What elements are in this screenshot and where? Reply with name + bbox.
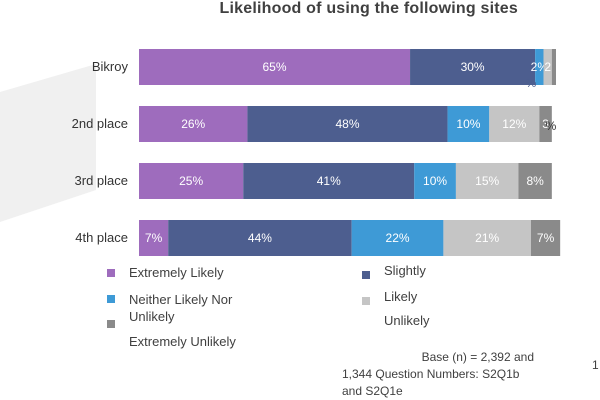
category-label-3rd-place: 3rd place	[75, 173, 128, 188]
bar-slightly-4th-place	[168, 220, 352, 256]
bar-likely-bikroy	[543, 49, 552, 85]
legend-swatch-likely	[362, 297, 370, 305]
category-label-bikroy: Bikroy	[92, 59, 129, 74]
category-label-4th-place: 4th place	[75, 230, 128, 245]
legend-swatch-extremely-likely	[107, 269, 115, 277]
data-label-unlikely-3rd-place: 8%	[526, 174, 544, 188]
bar-neither-likely-nor-unlikely-2nd-place	[447, 106, 490, 142]
data-label-slightly-4th-place: 44%	[248, 231, 272, 245]
data-label-unlikely-2nd-place: 3	[542, 117, 549, 131]
data-label-slightly-bikroy: 30%	[461, 60, 485, 74]
bar-slightly-2nd-place	[247, 106, 448, 142]
bar-neither-likely-nor-unlikely-3rd-place	[414, 163, 456, 199]
data-label-likely-2nd-place: 12%	[502, 117, 526, 131]
bar-extremely-likely-2nd-place	[139, 106, 248, 142]
legend-swatch-slightly	[362, 271, 370, 279]
data-label-neither-likely-nor-unlikely-3rd-place: 10%	[423, 174, 447, 188]
data-label-likely-4th-place: 21%	[475, 231, 499, 245]
chart-title: Likelihood of using the following sites	[219, 0, 518, 17]
bar-neither-likely-nor-unlikely-bikroy	[535, 49, 544, 85]
legend-label-unlikely: Unlikely	[384, 313, 430, 328]
data-label-extremely-likely-bikroy: 65%	[263, 60, 287, 74]
data-label-neither-likely-nor-unlikely-2nd-place: 10%	[456, 117, 480, 131]
data-label-extremely-likely-4th-place: 7%	[145, 231, 163, 245]
legend-label-likely: Likely	[384, 289, 418, 304]
data-label-neither-likely-nor-unlikely-4th-place: 22%	[386, 231, 410, 245]
bar-neither-likely-nor-unlikely-4th-place	[351, 220, 444, 256]
bar-unlikely-2nd-place	[539, 106, 552, 142]
bar-likely-4th-place	[443, 220, 531, 256]
data-label-second-place-unlikely-percent: %	[546, 119, 557, 133]
base-note: Base (n) = 2,392 and 1,344 Question Numb…	[342, 349, 538, 400]
legend-label-extremely-likely: Extremely Likely	[129, 265, 224, 280]
bar-likely-3rd-place	[455, 163, 519, 199]
base-note-line2: 1,344 Question Numbers: S2Q1b	[342, 367, 520, 381]
bar-unlikely-bikroy	[551, 49, 556, 85]
bar-extremely-likely-bikroy	[139, 49, 411, 85]
legend-label-neither-line2: Unlikely	[129, 309, 175, 324]
category-label-2nd-place: 2nd place	[72, 116, 128, 131]
bar-extremely-likely-4th-place	[139, 220, 169, 256]
base-note-line3: and S2Q1e	[342, 384, 403, 398]
bar-unlikely-4th-place	[530, 220, 561, 256]
bar-likely-2nd-place	[489, 106, 540, 142]
data-label-extremely-likely-2nd-place: 26%	[181, 117, 205, 131]
data-label-likely-bikroy: 2	[544, 60, 551, 74]
legend-label-extremely-unlikely: Extremely Unlikely	[129, 334, 236, 349]
data-label-slightly-3rd-place: 41%	[317, 174, 341, 188]
data-label-slightly-2nd-place: 48%	[335, 117, 359, 131]
data-label-extremely-likely-3rd-place: 25%	[179, 174, 203, 188]
bar-extremely-likely-3rd-place	[139, 163, 244, 199]
bar-slightly-bikroy	[410, 49, 536, 85]
legend-swatch-neither	[107, 295, 115, 303]
legend-swatch-extremely-unlikely	[107, 320, 115, 328]
legend-label-neither-line1: Neither Likely Nor	[129, 292, 233, 307]
bar-unlikely-3rd-place	[518, 163, 552, 199]
page-number: 1	[592, 358, 599, 372]
data-label-likely-3rd-place: 15%	[475, 174, 499, 188]
bar-slightly-3rd-place	[243, 163, 415, 199]
background-shape	[0, 64, 96, 222]
data-label-unlikely-4th-place: 7%	[537, 231, 555, 245]
data-label-bikroy-neither-wrap: %	[526, 76, 537, 90]
legend-label-slightly: Slightly	[384, 263, 426, 278]
base-note-line1: Base (n) = 2,392 and	[421, 350, 534, 364]
